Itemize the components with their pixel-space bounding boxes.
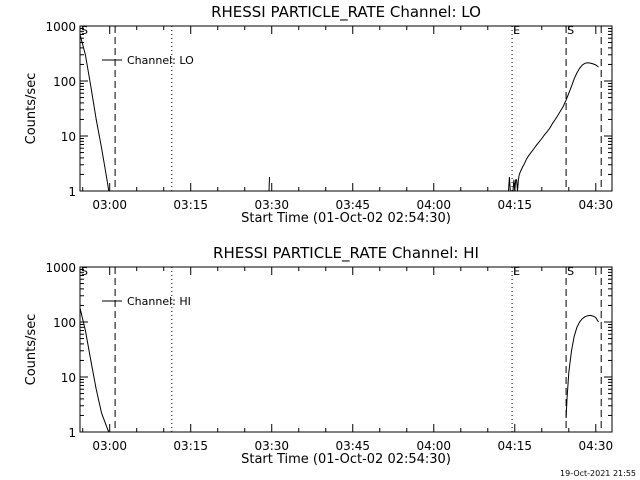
x-tick-label: 04:00 [416,198,451,212]
series-line [79,307,110,433]
x-tick-label: 03:15 [173,439,208,453]
series-line [79,34,110,192]
y-axis-label: Counts/sec [24,314,39,386]
x-tick-label: 04:15 [497,198,532,212]
event-marker-label: S [567,265,574,278]
chart-panel-1 [79,25,613,192]
footer-timestamp: 19-Oct-2021 21:55 [560,469,636,478]
legend-label: Channel: HI [127,295,191,308]
x-tick-label: 03:45 [335,198,370,212]
x-tick-label: 03:00 [92,439,127,453]
x-tick-label: 04:30 [579,439,614,453]
chart-title: RHESSI PARTICLE_RATE Channel: LO [211,3,481,22]
event-marker-label: S [567,24,574,37]
y-tick-label: 10 [61,130,76,144]
y-tick-label: 1 [68,426,76,440]
y-tick-label: 1 [68,185,76,199]
y-tick-label: 1000 [45,20,76,34]
series-line [268,176,270,192]
y-tick-label: 1000 [45,261,76,275]
chart-panel-2 [79,266,613,433]
plot-frame [79,25,613,192]
event-marker-label: S [81,265,88,278]
y-tick-label: 100 [53,316,76,330]
event-marker-label: S [81,24,88,37]
x-tick-label: 04:30 [579,198,614,212]
series-line [565,314,599,419]
plot-frame [79,266,613,433]
series-line [508,62,599,192]
legend-label: Channel: LO [127,54,194,67]
x-tick-label: 03:15 [173,198,208,212]
x-axis-label: Start Time (01-Oct-02 02:54:30) [241,452,451,467]
x-tick-label: 03:30 [254,198,289,212]
y-axis-label: Counts/sec [24,73,39,145]
event-marker-label: E [513,265,520,278]
x-tick-label: 03:30 [254,439,289,453]
x-tick-label: 04:00 [416,439,451,453]
y-tick-label: 100 [53,75,76,89]
x-tick-label: 03:45 [335,439,370,453]
x-tick-label: 03:00 [92,198,127,212]
y-tick-label: 10 [61,371,76,385]
x-axis-label: Start Time (01-Oct-02 02:54:30) [241,211,451,226]
event-marker-label: E [513,24,520,37]
chart-title: RHESSI PARTICLE_RATE Channel: HI [213,244,479,263]
x-tick-label: 04:15 [497,439,532,453]
